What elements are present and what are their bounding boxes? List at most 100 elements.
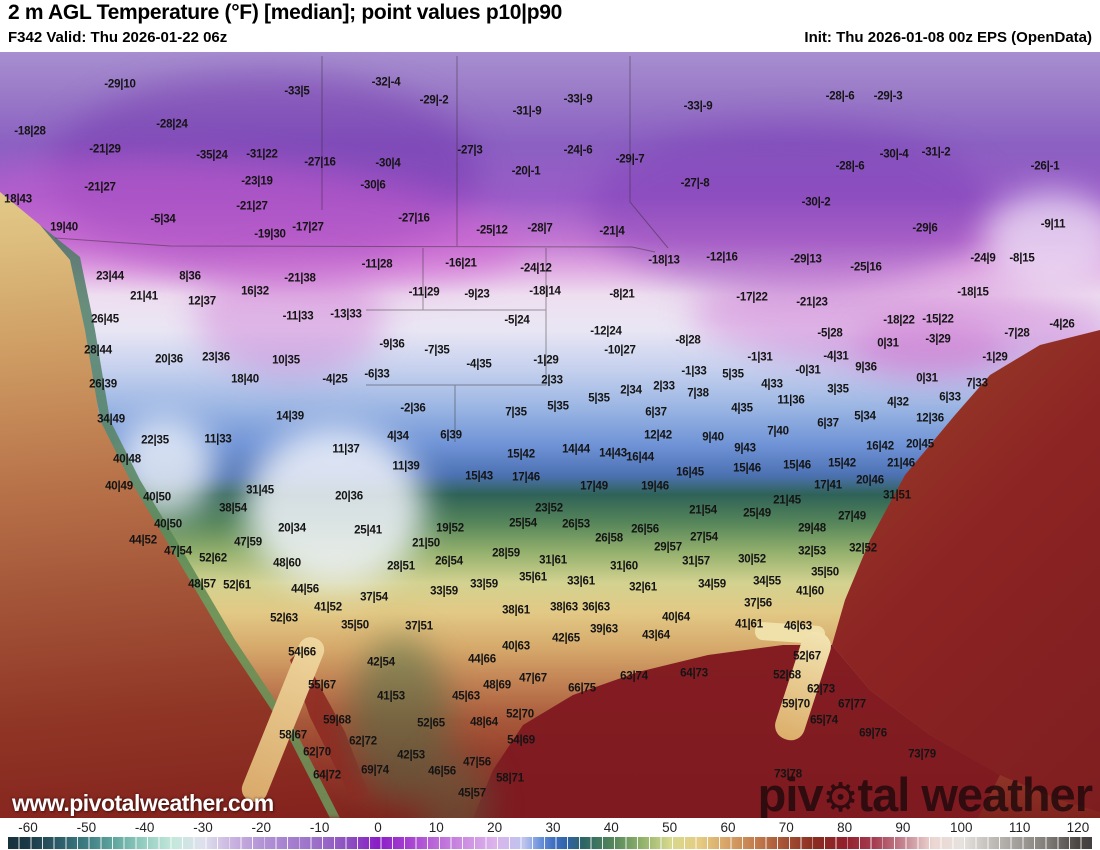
point-value: -27|3	[457, 144, 483, 157]
point-value: -4|35	[466, 358, 492, 371]
point-value: 26|56	[631, 523, 659, 536]
point-value: 31|51	[883, 489, 911, 502]
point-value: -25|16	[850, 261, 882, 274]
point-value: 4|35	[731, 402, 753, 415]
point-value: 48|57	[188, 578, 216, 591]
point-value: -5|28	[817, 327, 843, 340]
colorbar-tick-label: 40	[603, 820, 619, 835]
point-value: -11|33	[282, 310, 314, 323]
point-value: 62|70	[303, 746, 331, 759]
point-value: 16|32	[241, 285, 269, 298]
point-value: 38|54	[219, 502, 247, 515]
point-value: 63|74	[620, 670, 648, 683]
point-value: -26|-1	[1030, 160, 1060, 173]
magenta-patch-idaho	[195, 257, 385, 377]
point-value: 18|43	[4, 193, 32, 206]
point-value: -12|16	[706, 251, 738, 264]
point-value: 40|48	[113, 453, 141, 466]
point-value: 16|42	[866, 440, 894, 453]
colorbar-tick-label: 50	[662, 820, 678, 835]
point-value: -18|14	[529, 285, 561, 298]
point-value: 40|63	[502, 640, 530, 653]
point-value: -17|22	[736, 291, 768, 304]
point-value: 40|50	[154, 518, 182, 531]
gear-icon: ⚙	[822, 775, 859, 818]
point-value: 9|36	[855, 361, 877, 374]
point-value: 15|43	[465, 470, 493, 483]
point-value: 12|36	[916, 412, 944, 425]
point-value: 21|54	[689, 504, 717, 517]
valid-time-label: F342 Valid: Thu 2026-01-22 06z	[8, 29, 228, 46]
point-value: 17|46	[512, 471, 540, 484]
point-value: 16|44	[626, 451, 654, 464]
point-value: -35|24	[196, 149, 228, 162]
point-value: 17|49	[580, 480, 608, 493]
point-value: -24|12	[520, 262, 552, 275]
point-value: -11|29	[408, 286, 440, 299]
point-value: 15|42	[828, 457, 856, 470]
point-value: 47|54	[164, 545, 192, 558]
point-value: 38|61	[502, 604, 530, 617]
point-value: 54|66	[288, 646, 316, 659]
point-value: -8|15	[1009, 252, 1035, 265]
point-value: 2|34	[620, 384, 642, 397]
point-value: -9|36	[379, 338, 405, 351]
point-value: 52|67	[793, 650, 821, 663]
point-value: 11|39	[392, 460, 420, 473]
point-value: -1|29	[982, 351, 1008, 364]
point-value: -4|26	[1049, 318, 1075, 331]
point-value: 11|33	[204, 433, 232, 446]
point-value: -1|33	[681, 365, 707, 378]
point-value: 26|58	[595, 532, 623, 545]
point-value: 21|41	[130, 290, 158, 303]
state-borders-overlay	[54, 56, 669, 442]
point-value: 39|63	[590, 623, 618, 636]
point-value: 41|52	[314, 601, 342, 614]
point-value: -33|5	[284, 85, 310, 98]
point-value: -18|28	[14, 125, 46, 138]
point-value: 31|45	[246, 484, 274, 497]
point-value: -9|23	[464, 288, 490, 301]
point-value: -0|31	[795, 364, 821, 377]
point-value: 8|36	[179, 270, 201, 283]
point-value: -30|-2	[801, 196, 831, 209]
point-value: 34|49	[97, 413, 125, 426]
point-value: -24|9	[970, 252, 996, 265]
point-value: 31|60	[610, 560, 638, 573]
point-value: 43|64	[642, 629, 670, 642]
point-value: 46|63	[784, 620, 812, 633]
temperature-colorbar	[8, 837, 1092, 849]
point-value: 20|36	[335, 490, 363, 503]
point-value: 26|54	[435, 555, 463, 568]
point-value: -21|27	[84, 181, 116, 194]
point-value: -28|7	[527, 222, 553, 235]
point-value: 33|61	[567, 575, 595, 588]
green-patch-sierra-madre	[350, 637, 450, 802]
point-value: 26|39	[89, 378, 117, 391]
point-value: 4|33	[761, 378, 783, 391]
point-value: 22|35	[141, 434, 169, 447]
point-value: 9|43	[734, 442, 756, 455]
point-value: -28|-6	[825, 90, 855, 103]
point-value: -1|29	[533, 354, 559, 367]
point-value: 67|77	[838, 698, 866, 711]
colorbar-tick-row: -60 -50 -40 -30 -20 -10 0 10 20 30 40 50 60 70 80 90 100…	[0, 820, 1100, 836]
point-value: 20|46	[856, 474, 884, 487]
point-value: 16|45	[676, 466, 704, 479]
point-value: -18|15	[957, 286, 989, 299]
point-value: 42|54	[367, 656, 395, 669]
point-value: 41|60	[796, 585, 824, 598]
point-value: 35|50	[341, 619, 369, 632]
point-value: 55|67	[308, 679, 336, 692]
point-value: 0|31	[916, 372, 938, 385]
point-value: -27|16	[304, 156, 336, 169]
point-value: -5|34	[150, 213, 176, 226]
point-value: 59|70	[782, 698, 810, 711]
magenta-patch-new-england	[855, 317, 1005, 377]
point-value: -5|24	[504, 314, 530, 327]
point-value: -11|28	[361, 258, 393, 271]
point-value: 52|70	[506, 708, 534, 721]
point-value: 5|35	[547, 400, 569, 413]
point-value: -24|-6	[563, 144, 593, 157]
page-title: 2 m AGL Temperature (°F) [median]; point…	[8, 1, 562, 24]
